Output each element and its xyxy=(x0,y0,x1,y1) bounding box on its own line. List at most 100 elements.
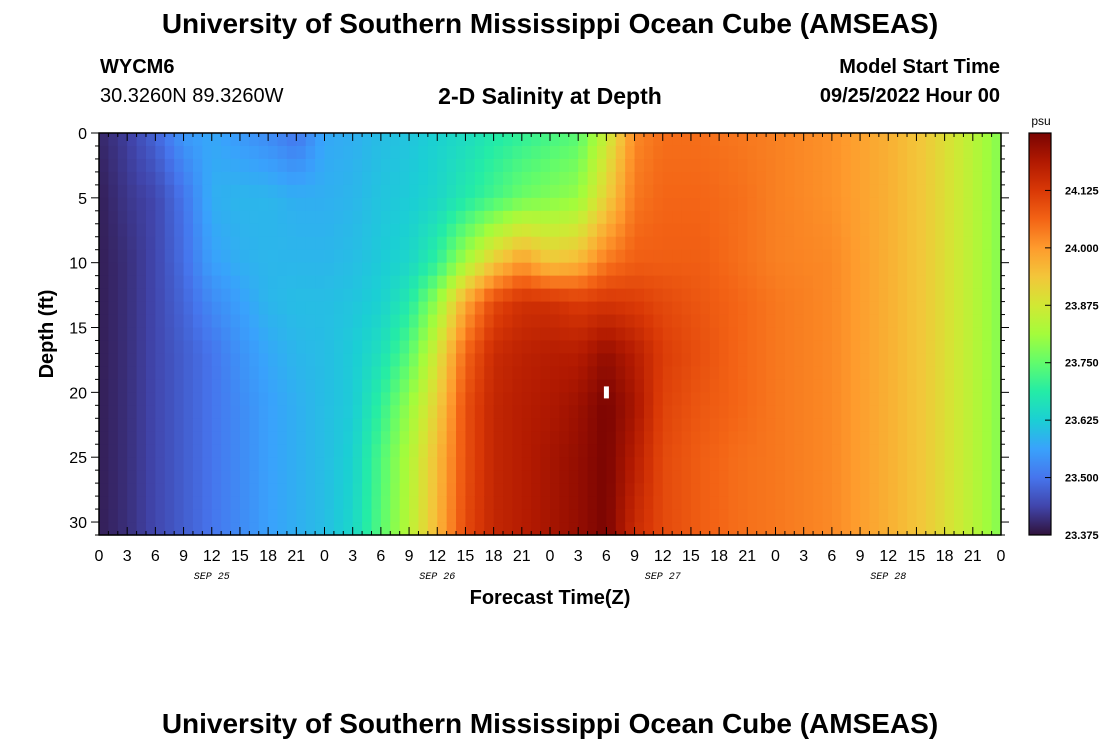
heatmap-cell xyxy=(907,249,918,264)
heatmap-cell xyxy=(719,210,730,225)
heatmap-cell xyxy=(813,236,824,251)
heatmap-cell xyxy=(775,184,786,199)
heatmap-cell xyxy=(972,392,983,406)
heatmap-cell xyxy=(474,379,485,393)
heatmap-cell xyxy=(596,262,607,277)
heatmap-cell xyxy=(409,184,420,199)
heatmap-cell xyxy=(860,366,871,380)
heatmap-cell xyxy=(531,145,542,160)
heatmap-cell xyxy=(202,340,213,355)
heatmap-cell xyxy=(174,133,185,147)
heatmap-cell xyxy=(672,171,683,186)
heatmap-cell xyxy=(521,158,532,173)
heatmap-cell xyxy=(418,133,429,147)
heatmap-cell xyxy=(672,444,683,458)
heatmap-cell xyxy=(681,522,692,536)
heatmap-cell xyxy=(427,184,438,199)
heatmap-cell xyxy=(305,223,316,238)
x-tick-label: 6 xyxy=(151,548,160,565)
heatmap-cell xyxy=(841,197,852,212)
heatmap-cell xyxy=(465,379,476,393)
heatmap-cell xyxy=(907,301,918,316)
heatmap-cell xyxy=(972,327,983,342)
heatmap-cell xyxy=(841,496,852,510)
heatmap-cell xyxy=(831,366,842,380)
heatmap-cell xyxy=(972,197,983,212)
heatmap-cell xyxy=(474,340,485,355)
heatmap-cell xyxy=(399,405,410,419)
heatmap-cell xyxy=(192,483,203,497)
heatmap-cell xyxy=(352,483,363,497)
heatmap-cell xyxy=(286,444,297,458)
heatmap-cell xyxy=(803,470,814,484)
heatmap-cell xyxy=(831,171,842,186)
heatmap-cell xyxy=(690,171,701,186)
heatmap-cell xyxy=(465,483,476,497)
heatmap-cell xyxy=(221,418,232,432)
heatmap-cell xyxy=(587,301,598,316)
heatmap-cell xyxy=(756,262,767,277)
heatmap-cell xyxy=(596,197,607,212)
heatmap-cell xyxy=(531,418,542,432)
heatmap-cell xyxy=(371,262,382,277)
heatmap-cell xyxy=(972,405,983,419)
heatmap-cell xyxy=(841,171,852,186)
heatmap-cell xyxy=(794,171,805,186)
heatmap-cell xyxy=(174,275,185,290)
heatmap-cell xyxy=(700,184,711,199)
heatmap-cell xyxy=(766,275,777,290)
heatmap-cell xyxy=(625,249,636,264)
heatmap-cell xyxy=(521,184,532,199)
heatmap-cell xyxy=(587,431,598,445)
heatmap-cell xyxy=(343,158,354,173)
heatmap-cell xyxy=(822,223,833,238)
heatmap-cell xyxy=(766,366,777,380)
heatmap-cell xyxy=(700,171,711,186)
heatmap-cell xyxy=(531,483,542,497)
heatmap-cell xyxy=(296,340,307,355)
heatmap-cell xyxy=(230,236,241,251)
heatmap-cell xyxy=(653,340,664,355)
heatmap-cell xyxy=(662,353,673,368)
heatmap-cell xyxy=(963,327,974,342)
heatmap-cell xyxy=(456,457,467,471)
heatmap-cell xyxy=(747,314,758,329)
heatmap-cell xyxy=(559,301,570,316)
heatmap-cell xyxy=(831,314,842,329)
heatmap-cell xyxy=(136,340,147,355)
heatmap-cell xyxy=(935,340,946,355)
heatmap-cell xyxy=(897,496,908,510)
heatmap-cell xyxy=(399,133,410,147)
heatmap-cell xyxy=(456,288,467,303)
heatmap-cell xyxy=(380,379,391,393)
heatmap-cell xyxy=(427,509,438,523)
heatmap-cell xyxy=(437,470,448,484)
heatmap-cell xyxy=(634,509,645,523)
heatmap-cell xyxy=(756,236,767,251)
heatmap-cell xyxy=(728,327,739,342)
heatmap-cell xyxy=(446,327,457,342)
heatmap-cell xyxy=(427,236,438,251)
heatmap-cell xyxy=(192,431,203,445)
heatmap-cell xyxy=(972,470,983,484)
heatmap-cell xyxy=(427,470,438,484)
heatmap-cell xyxy=(427,133,438,147)
heatmap-cell xyxy=(258,470,269,484)
heatmap-cell xyxy=(371,249,382,264)
heatmap-cell xyxy=(437,197,448,212)
heatmap-cell xyxy=(550,392,560,406)
heatmap-cell xyxy=(268,522,279,536)
heatmap-cell xyxy=(991,379,1002,393)
heatmap-cell xyxy=(258,366,269,380)
heatmap-cell xyxy=(700,496,711,510)
heatmap-cell xyxy=(925,262,936,277)
heatmap-cell xyxy=(587,262,598,277)
heatmap-cell xyxy=(437,522,448,536)
heatmap-cell xyxy=(860,418,871,432)
heatmap-cell xyxy=(333,288,344,303)
heatmap-cell xyxy=(362,197,373,212)
heatmap-cell xyxy=(136,223,147,238)
heatmap-cell xyxy=(192,197,203,212)
heatmap-cell xyxy=(258,457,269,471)
heatmap-cell xyxy=(531,288,542,303)
